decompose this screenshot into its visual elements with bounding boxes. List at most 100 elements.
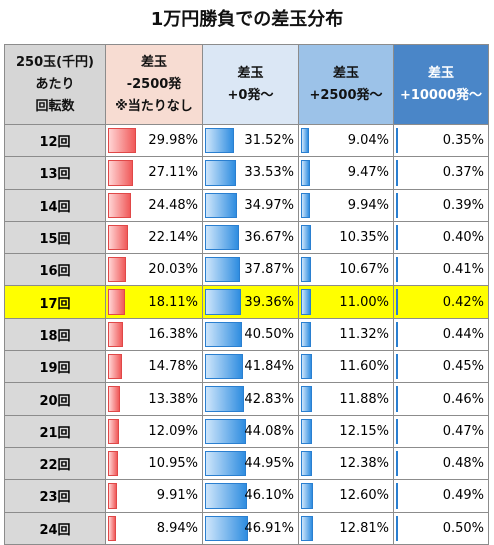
table-row: 14回 24.48% 34.97% 9.94% 0.39% (4, 188, 489, 222)
spin-count-label: 13回 (4, 156, 106, 190)
value-bar (301, 483, 313, 509)
value-bar (396, 515, 398, 541)
cell-value: 10.35% (339, 230, 389, 246)
plus2500-cell: 11.88% (298, 382, 394, 416)
plus0-cell: 44.08% (202, 414, 299, 448)
value-bar (301, 354, 312, 380)
header-spins: 250玉(千円) あたり 回転数 (4, 44, 106, 125)
plus10000-cell: 0.48% (393, 446, 489, 481)
table-row: 16回 20.03% 37.87% 10.67% 0.41% (4, 253, 489, 287)
minus2500-cell: 29.98% (105, 123, 203, 158)
spin-count-label: 22回 (4, 446, 106, 481)
plus0-cell: 39.36% (202, 285, 299, 319)
cell-value: 11.60% (339, 359, 389, 375)
cell-value: 31.52% (244, 133, 294, 149)
cell-value: 0.37% (442, 165, 484, 181)
cell-value: 27.11% (148, 165, 198, 181)
value-bar (396, 224, 398, 251)
cell-value: 10.67% (339, 262, 389, 278)
cell-value: 12.81% (339, 520, 389, 536)
cell-value: 9.94% (347, 197, 389, 213)
cell-value: 0.45% (442, 359, 484, 375)
plus2500-cell: 11.00% (298, 285, 394, 319)
value-bar (108, 128, 136, 154)
value-bar (301, 160, 310, 186)
header-line: 差玉 (332, 65, 359, 81)
cell-value: 0.39% (442, 197, 484, 213)
plus2500-cell: 12.15% (298, 414, 394, 448)
plus2500-cell: 9.94% (298, 188, 394, 222)
plus0-cell: 41.84% (202, 350, 299, 384)
plus10000-cell: 0.37% (393, 156, 489, 190)
value-bar (108, 450, 118, 477)
plus0-cell: 46.91% (202, 511, 299, 545)
cell-value: 14.78% (148, 359, 198, 375)
cell-value: 11.00% (339, 294, 389, 310)
value-bar (108, 192, 131, 218)
cell-value: 46.10% (244, 488, 294, 504)
plus0-cell: 34.97% (202, 188, 299, 222)
cell-value: 11.32% (339, 326, 389, 342)
cell-value: 44.08% (244, 423, 294, 439)
plus0-cell: 44.95% (202, 446, 299, 481)
value-bar (205, 354, 243, 380)
value-bar (301, 418, 312, 444)
table-row: 21回 12.09% 44.08% 12.15% 0.47% (4, 414, 489, 448)
plus10000-cell: 0.40% (393, 220, 489, 255)
value-bar (396, 289, 398, 315)
value-bar (205, 515, 248, 541)
minus2500-cell: 24.48% (105, 188, 203, 222)
distribution-table: 250玉(千円) あたり 回転数 差玉 -2500発 ※当たりなし 差玉 +0発… (4, 44, 489, 545)
value-bar (301, 224, 311, 251)
page-title: 1万円勝負での差玉分布 (150, 9, 344, 30)
plus10000-cell: 0.47% (393, 414, 489, 448)
cell-value: 33.53% (244, 165, 294, 181)
plus10000-cell: 0.42% (393, 285, 489, 319)
value-bar (205, 418, 246, 444)
value-bar (396, 483, 398, 509)
cell-value: 9.91% (156, 488, 198, 504)
value-bar (205, 450, 246, 477)
table-row: 18回 16.38% 40.50% 11.32% 0.44% (4, 317, 489, 352)
cell-value: 10.95% (148, 456, 198, 472)
minus2500-cell: 20.03% (105, 253, 203, 287)
minus2500-cell: 8.94% (105, 511, 203, 545)
plus10000-cell: 0.50% (393, 511, 489, 545)
plus10000-cell: 0.46% (393, 382, 489, 416)
cell-value: 36.67% (244, 230, 294, 246)
spin-count-label: 15回 (4, 220, 106, 255)
cell-value: 0.47% (442, 423, 484, 439)
value-bar (205, 128, 234, 154)
value-bar (301, 515, 313, 541)
spin-count-label: 12回 (4, 123, 106, 158)
cell-value: 9.47% (347, 165, 389, 181)
plus0-cell: 36.67% (202, 220, 299, 255)
value-bar (301, 289, 311, 315)
header-line: -2500発 (126, 76, 182, 92)
cell-value: 0.44% (442, 326, 484, 342)
cell-value: 40.50% (244, 326, 294, 342)
cell-value: 13.38% (148, 391, 198, 407)
value-bar (205, 160, 236, 186)
header-line: +2500発～ (309, 87, 383, 103)
table-row: 24回 8.94% 46.91% 12.81% 0.50% (4, 511, 489, 545)
table-row: 12回 29.98% 31.52% 9.04% 0.35% (4, 123, 489, 158)
plus2500-cell: 10.35% (298, 220, 394, 255)
table-row: 20回 13.38% 42.83% 11.88% 0.46% (4, 382, 489, 416)
value-bar (205, 192, 237, 218)
minus2500-cell: 22.14% (105, 220, 203, 255)
value-bar (396, 354, 398, 380)
cell-value: 0.48% (442, 456, 484, 472)
value-bar (396, 386, 398, 412)
header-line: +0発～ (227, 87, 274, 103)
value-bar (108, 289, 125, 315)
plus0-cell: 37.87% (202, 253, 299, 287)
value-bar (108, 224, 128, 251)
plus0-cell: 31.52% (202, 123, 299, 158)
value-bar (205, 289, 241, 315)
value-bar (396, 257, 398, 283)
plus2500-cell: 9.47% (298, 156, 394, 190)
minus2500-cell: 10.95% (105, 446, 203, 481)
plus0-cell: 33.53% (202, 156, 299, 190)
value-bar (396, 418, 398, 444)
